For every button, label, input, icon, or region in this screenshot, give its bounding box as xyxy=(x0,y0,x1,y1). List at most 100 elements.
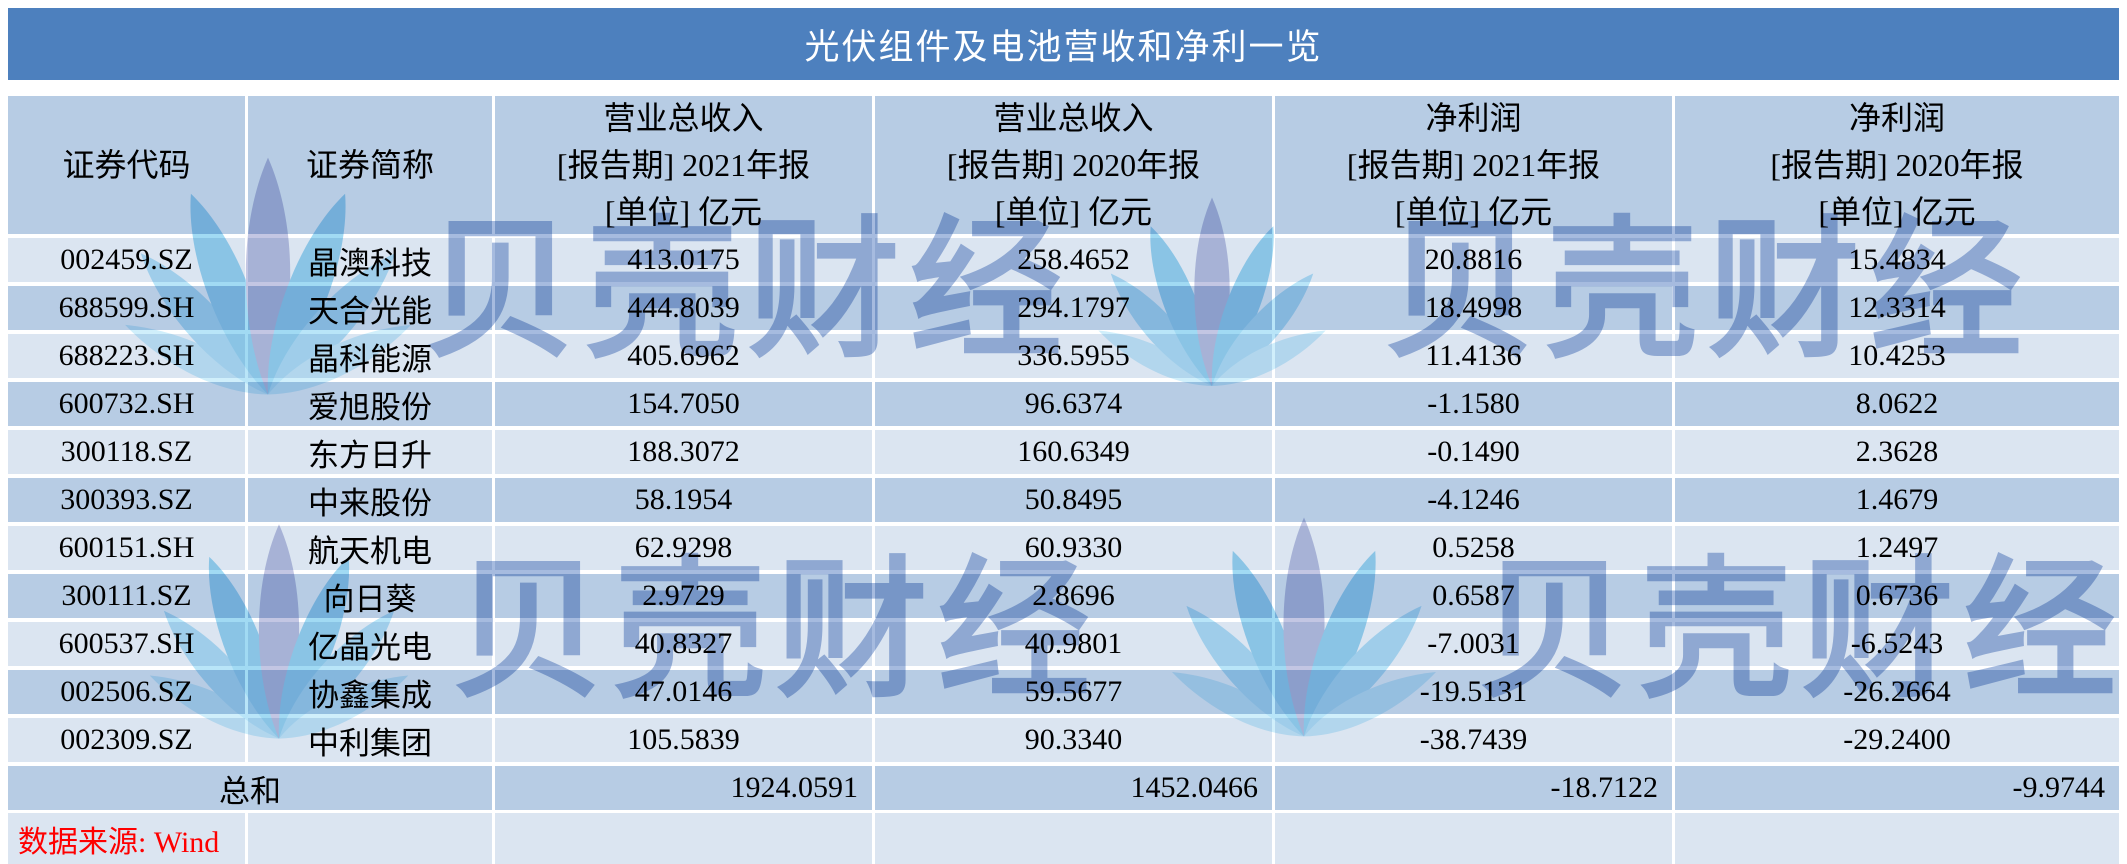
table-cell: 0.5258 xyxy=(1275,526,1672,570)
header-row: 证券代码 证券简称 营业总收入 [报告期] 2021年报 [单位] 亿元 营业总… xyxy=(8,96,2119,234)
table-cell: 中来股份 xyxy=(248,478,492,522)
table-cell: 40.9801 xyxy=(875,622,1272,666)
data-table: 证券代码 证券简称 营业总收入 [报告期] 2021年报 [单位] 亿元 营业总… xyxy=(8,96,2119,864)
table-cell: 1.4679 xyxy=(1675,478,2119,522)
empty-cell xyxy=(875,813,1272,864)
table-cell: 0.6587 xyxy=(1275,574,1672,618)
empty-cell xyxy=(495,813,872,864)
source-row: 数据来源: Wind xyxy=(8,813,2119,864)
table-cell: 688599.SH xyxy=(8,286,245,330)
table-cell: 002459.SZ xyxy=(8,238,245,282)
table-cell: 154.7050 xyxy=(495,382,872,426)
table-cell: 40.8327 xyxy=(495,622,872,666)
empty-cell xyxy=(1675,813,2119,864)
table-cell: 50.8495 xyxy=(875,478,1272,522)
table-cell: 47.0146 xyxy=(495,670,872,714)
table-cell: 向日葵 xyxy=(248,574,492,618)
col-header-net-profit-2020: 净利润 [报告期] 2020年报 [单位] 亿元 xyxy=(1675,96,2119,234)
table-cell: 1.2497 xyxy=(1675,526,2119,570)
table-cell: 300111.SZ xyxy=(8,574,245,618)
col-header-security-name: 证券简称 xyxy=(248,96,492,234)
table-cell: 413.0175 xyxy=(495,238,872,282)
table-cell: 2.9729 xyxy=(495,574,872,618)
table-cell: 59.5677 xyxy=(875,670,1272,714)
table-cell: 105.5839 xyxy=(495,718,872,762)
header-line: [报告期] 2021年报 xyxy=(556,146,811,183)
col-header-net-profit-2021: 净利润 [报告期] 2021年报 [单位] 亿元 xyxy=(1275,96,1672,234)
table-cell: 688223.SH xyxy=(8,334,245,378)
table-row: 600537.SH 亿晶光电 40.8327 40.9801 -7.0031 -… xyxy=(8,622,2119,666)
table-row: 002309.SZ 中利集团 105.5839 90.3340 -38.7439… xyxy=(8,718,2119,762)
header-line: [报告期] 2020年报 xyxy=(946,146,1201,183)
table-cell: -7.0031 xyxy=(1275,622,1672,666)
table-cell: 600151.SH xyxy=(8,526,245,570)
table-row: 002506.SZ 协鑫集成 47.0146 59.5677 -19.5131 … xyxy=(8,670,2119,714)
table-row: 300111.SZ 向日葵 2.9729 2.8696 0.6587 0.673… xyxy=(8,574,2119,618)
header-line: [单位] 亿元 xyxy=(1818,193,1976,230)
table-cell: 东方日升 xyxy=(248,430,492,474)
table-cell: 96.6374 xyxy=(875,382,1272,426)
total-label: 总和 xyxy=(8,766,492,810)
table-cell: 62.9298 xyxy=(495,526,872,570)
table-cell: 天合光能 xyxy=(248,286,492,330)
table-row: 688599.SH 天合光能 444.8039 294.1797 18.4998… xyxy=(8,286,2119,330)
header-line: 营业总收入 xyxy=(603,99,764,136)
table-cell: 58.1954 xyxy=(495,478,872,522)
table-cell: -38.7439 xyxy=(1275,718,1672,762)
table-cell: 258.4652 xyxy=(875,238,1272,282)
table-cell: 002309.SZ xyxy=(8,718,245,762)
table-cell: 002506.SZ xyxy=(8,670,245,714)
table-cell: 晶澳科技 xyxy=(248,238,492,282)
table-cell: 300118.SZ xyxy=(8,430,245,474)
table-cell: 15.4834 xyxy=(1675,238,2119,282)
table-cell: 航天机电 xyxy=(248,526,492,570)
total-cell: 1452.0466 xyxy=(875,766,1272,810)
table-title: 光伏组件及电池营收和净利一览 xyxy=(804,27,1323,67)
table-cell: 11.4136 xyxy=(1275,334,1672,378)
financial-table-graphic: 光伏组件及电池营收和净利一览 证券代码 证券简称 营业总收入 [报告期] 202… xyxy=(8,8,2119,864)
header-line: 证券简称 xyxy=(305,146,434,183)
empty-cell xyxy=(1275,813,1672,864)
table-cell: 0.6736 xyxy=(1675,574,2119,618)
header-line: [单位] 亿元 xyxy=(994,193,1153,230)
table-cell: 60.9330 xyxy=(875,526,1272,570)
table-cell: 405.6962 xyxy=(495,334,872,378)
header-line: [单位] 亿元 xyxy=(1394,193,1553,230)
table-cell: -0.1490 xyxy=(1275,430,1672,474)
table-cell: 12.3314 xyxy=(1675,286,2119,330)
table-cell: -29.2400 xyxy=(1675,718,2119,762)
table-cell: 18.4998 xyxy=(1275,286,1672,330)
table-title-bar: 光伏组件及电池营收和净利一览 xyxy=(8,8,2119,80)
table-cell: -6.5243 xyxy=(1675,622,2119,666)
header-line: 营业总收入 xyxy=(993,99,1154,136)
table-cell: 90.3340 xyxy=(875,718,1272,762)
table-row: 688223.SH 晶科能源 405.6962 336.5955 11.4136… xyxy=(8,334,2119,378)
table-cell: 2.3628 xyxy=(1675,430,2119,474)
table-row: 600732.SH 爱旭股份 154.7050 96.6374 -1.1580 … xyxy=(8,382,2119,426)
table-cell: -1.1580 xyxy=(1275,382,1672,426)
table-row: 002459.SZ 晶澳科技 413.0175 258.4652 20.8816… xyxy=(8,238,2119,282)
total-cell: -9.9744 xyxy=(1675,766,2119,810)
table-row: 300118.SZ 东方日升 188.3072 160.6349 -0.1490… xyxy=(8,430,2119,474)
table-cell: 300393.SZ xyxy=(8,478,245,522)
table-cell: 8.0622 xyxy=(1675,382,2119,426)
table-cell: 336.5955 xyxy=(875,334,1272,378)
header-line: 证券代码 xyxy=(62,146,191,183)
table-cell: 600732.SH xyxy=(8,382,245,426)
table-cell: -4.1246 xyxy=(1275,478,1672,522)
header-line: 净利润 xyxy=(1848,99,1945,136)
table-cell: 亿晶光电 xyxy=(248,622,492,666)
header-line: [单位] 亿元 xyxy=(604,193,763,230)
table-cell: -19.5131 xyxy=(1275,670,1672,714)
table-row: 300393.SZ 中来股份 58.1954 50.8495 -4.1246 1… xyxy=(8,478,2119,522)
col-header-security-code: 证券代码 xyxy=(8,96,245,234)
table-cell: 444.8039 xyxy=(495,286,872,330)
total-row: 总和 1924.0591 1452.0466 -18.7122 -9.9744 xyxy=(8,766,2119,810)
table-cell: 中利集团 xyxy=(248,718,492,762)
data-source-note: 数据来源: Wind xyxy=(8,813,245,864)
table-cell: 160.6349 xyxy=(875,430,1272,474)
header-line: [报告期] 2020年报 xyxy=(1770,146,2024,183)
table-cell: 20.8816 xyxy=(1275,238,1672,282)
empty-cell xyxy=(248,813,492,864)
total-cell: -18.7122 xyxy=(1275,766,1672,810)
